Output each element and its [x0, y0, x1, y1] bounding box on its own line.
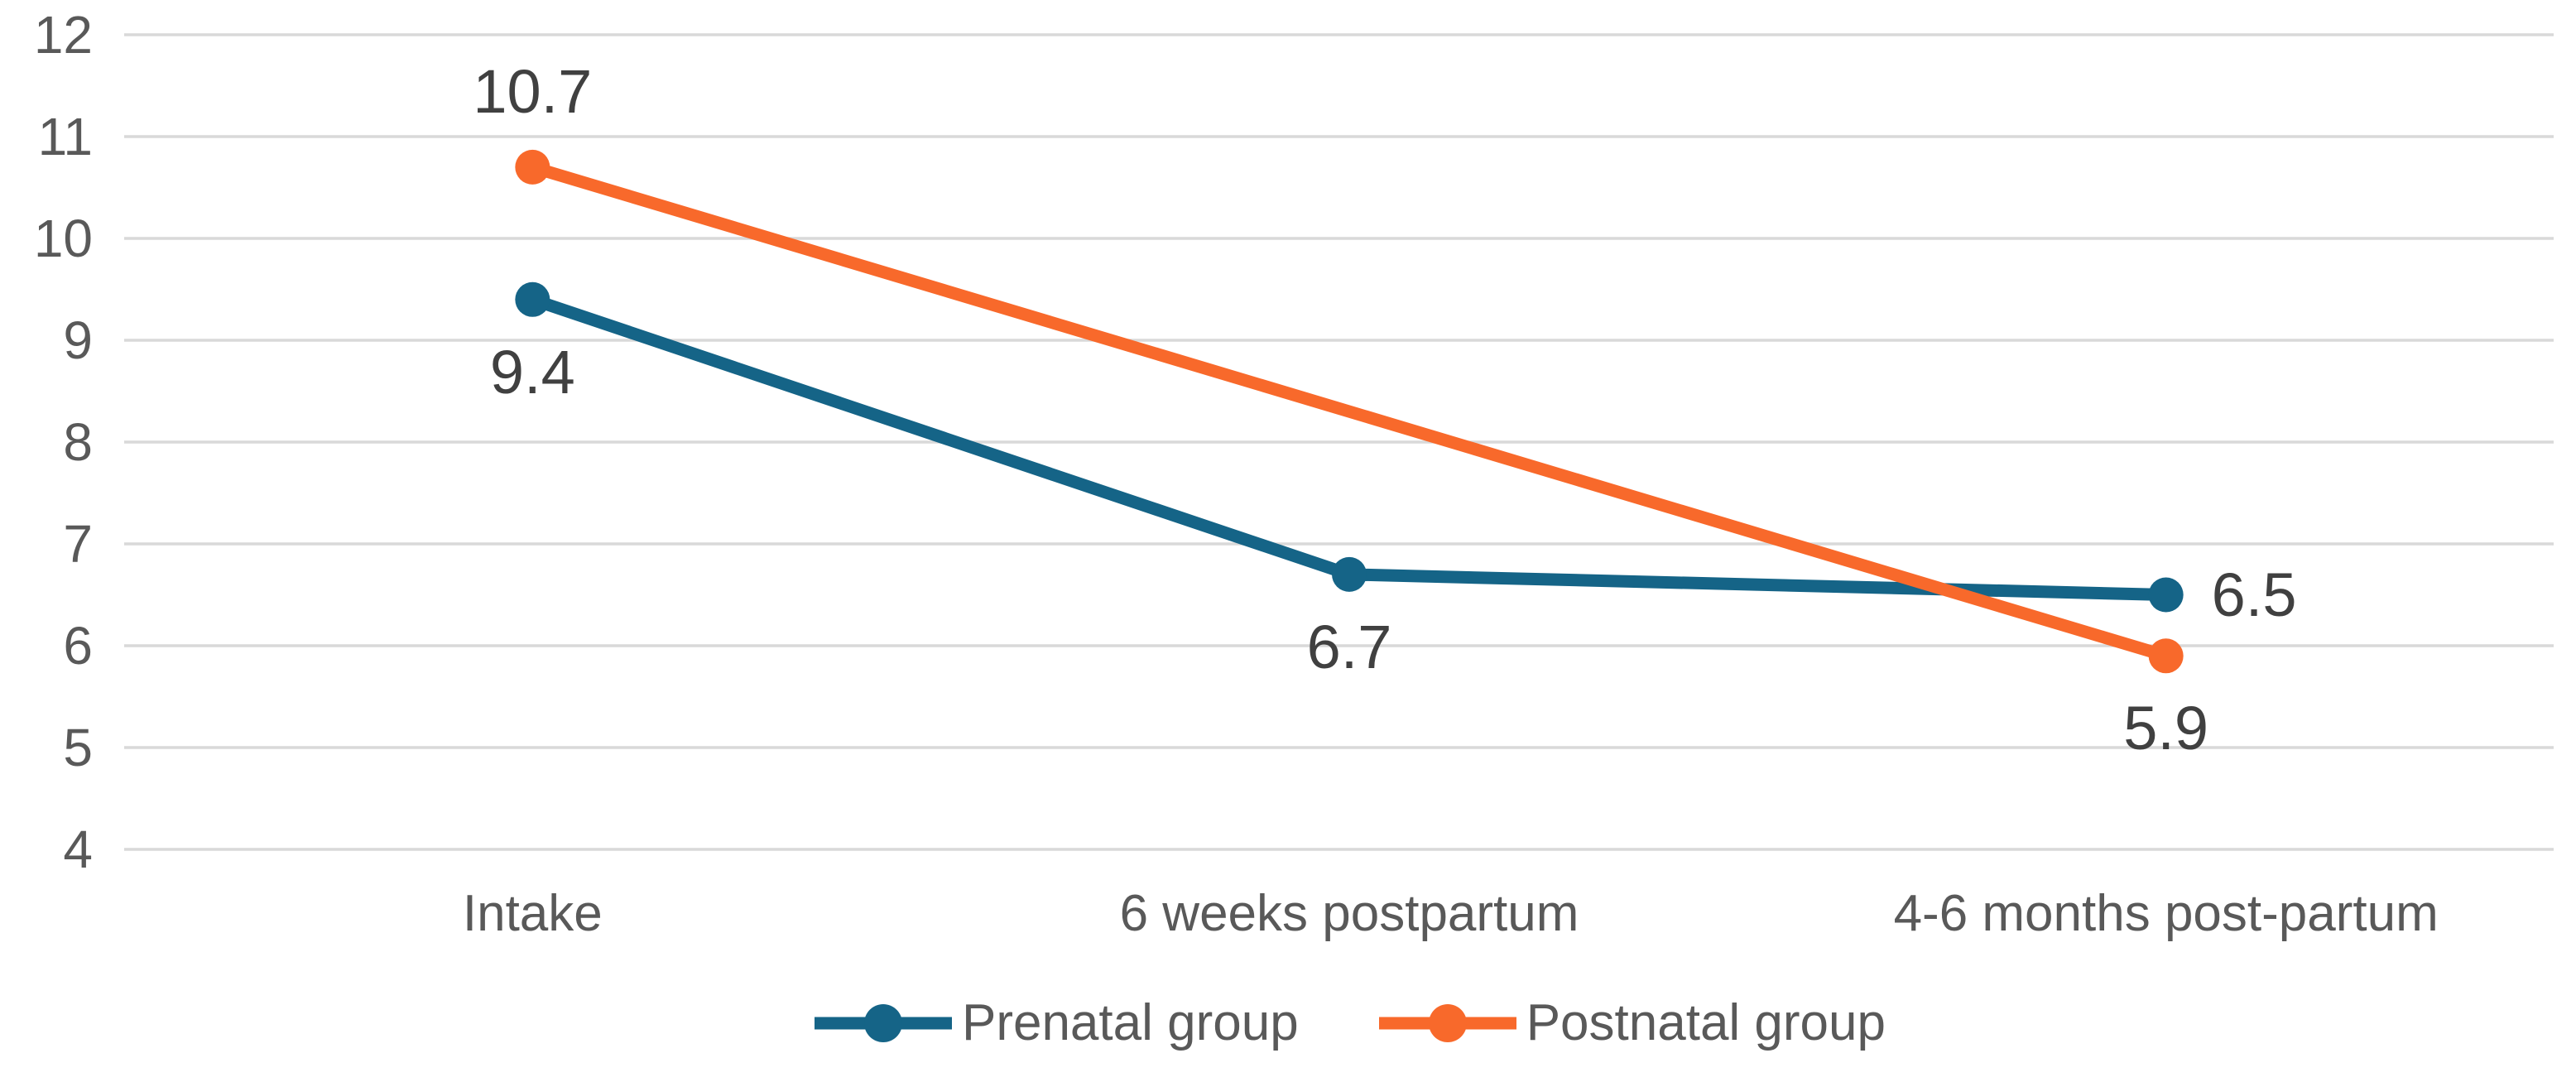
chart-legend: Prenatal group Postnatal group — [124, 992, 2574, 1055]
postnatal-line-marker-icon — [1378, 1004, 1516, 1042]
y-axis-tick-label: 4 — [63, 820, 93, 879]
data-point-marker-postnatal-group[interactable] — [2148, 638, 2184, 674]
series-line-postnatal-group[interactable] — [526, 161, 2173, 662]
y-axis-tick-label: 9 — [63, 310, 93, 370]
data-label-postnatal-group: 10.7 — [473, 56, 593, 126]
y-axis-tick-label: 5 — [63, 718, 93, 777]
data-label-prenatal-group: 9.4 — [489, 337, 575, 406]
prenatal-line-marker-icon — [814, 1004, 952, 1042]
data-label-prenatal-group: 6.5 — [2211, 560, 2297, 629]
data-point-marker-prenatal-group[interactable] — [515, 281, 550, 317]
data-label-postnatal-group: 5.9 — [2123, 694, 2209, 763]
y-axis-tick-label: 11 — [37, 107, 93, 166]
data-point-marker-prenatal-group[interactable] — [2148, 577, 2184, 613]
legend-item-label: Postnatal group — [1526, 994, 1886, 1051]
series-line-prenatal-group[interactable] — [526, 293, 2173, 601]
x-axis-category-label: 4-6 months post-partum — [1893, 885, 2439, 942]
data-point-marker-prenatal-group[interactable] — [1332, 556, 1367, 592]
data-point-marker-postnatal-group[interactable] — [515, 149, 550, 185]
y-axis-tick-label: 7 — [63, 514, 93, 574]
data-label-prenatal-group: 6.7 — [1306, 612, 1392, 681]
x-axis-category-label: 6 weeks postpartum — [1119, 885, 1579, 942]
y-axis-tick-label: 10 — [33, 209, 93, 268]
legend-item-label: Prenatal group — [961, 994, 1299, 1051]
legend-item-prenatal-group[interactable]: Prenatal group — [813, 992, 1299, 1055]
x-axis-category-label: Intake — [462, 885, 603, 942]
y-axis-tick-label: 8 — [63, 412, 93, 472]
y-axis-tick-label: 6 — [63, 616, 93, 676]
y-axis-tick-label: 12 — [33, 5, 93, 65]
legend-item-postnatal-group[interactable]: Postnatal group — [1377, 992, 1886, 1055]
